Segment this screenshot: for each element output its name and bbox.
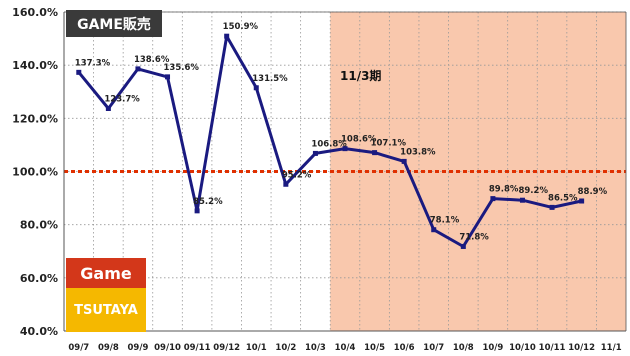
tsutaya-logo-text: TSUTAYA: [74, 303, 138, 318]
title-badge: [66, 10, 162, 37]
x-tick-label: 10/9: [482, 343, 503, 353]
data-label: 137.3%: [75, 58, 111, 68]
x-tick-labels: 09/7 09/8 09/9 09/10 09/11 09/12 10/1 10/2 10/3 1…: [68, 343, 621, 353]
data-label: 95.2%: [282, 170, 312, 180]
data-label: 88.9%: [578, 187, 608, 197]
y-tick-label: 60.0%: [20, 272, 58, 285]
tsutaya-logo-block: [66, 288, 146, 332]
data-point: [579, 198, 585, 204]
x-tick-label: 09/8: [98, 343, 119, 353]
data-point: [460, 243, 466, 249]
data-point: [490, 196, 496, 202]
data-point: [253, 85, 259, 91]
data-label: 108.6%: [341, 135, 377, 145]
data-point: [342, 146, 348, 152]
data-label: 86.5%: [548, 193, 578, 203]
y-tick-label: 40.0%: [20, 325, 58, 338]
data-label: 135.6%: [164, 63, 200, 73]
data-point: [165, 74, 171, 80]
game-logo-block: [66, 258, 146, 288]
game-logo-text: Game: [80, 264, 132, 283]
x-tick-label: 10/7: [423, 343, 444, 353]
x-tick-label: 10/1: [246, 343, 267, 353]
x-tick-label: 10/11: [539, 343, 566, 353]
data-label: 89.2%: [518, 186, 548, 196]
y-tick-label: 100.0%: [12, 166, 58, 179]
x-tick-label: 10/6: [394, 343, 415, 353]
x-tick-label: 09/10: [154, 343, 181, 353]
series-line-group: [76, 33, 585, 249]
data-label: 106.8%: [311, 139, 347, 149]
data-label: 107.1%: [371, 139, 407, 149]
y-tick-label: 120.0%: [12, 112, 58, 125]
data-point: [431, 227, 437, 233]
x-tick-label: 10/10: [509, 343, 536, 353]
data-label: 150.9%: [223, 22, 259, 32]
x-tick-label: 10/5: [364, 343, 385, 353]
data-point: [135, 66, 141, 72]
data-point: [194, 208, 200, 214]
data-point: [401, 158, 407, 164]
x-tick-label: 09/9: [128, 343, 149, 353]
game-tsutaya-logo: Game TSUTAYA: [66, 258, 146, 332]
data-label: 71.8%: [459, 232, 489, 242]
data-point: [283, 181, 289, 187]
x-tick-label: 10/8: [453, 343, 474, 353]
x-tick-label: 10/12: [568, 343, 595, 353]
data-point: [224, 33, 230, 39]
x-tick-label: 10/4: [335, 343, 356, 353]
data-label-group: 137.3% 123.7% 138.6%135.6% 85.2% 150.9% 131.5…: [75, 22, 608, 242]
data-point: [519, 197, 525, 203]
y-tick-label: 140.0%: [12, 59, 58, 72]
data-point: [105, 105, 111, 111]
x-tick-label: 10/3: [305, 343, 326, 353]
x-tick-label: 09/12: [213, 343, 240, 353]
data-label: 103.8%: [400, 147, 436, 157]
data-point: [76, 69, 82, 75]
data-label: 89.8%: [489, 185, 519, 195]
data-label: 78.1%: [430, 216, 460, 226]
data-label: 138.6%: [134, 55, 170, 65]
data-point: [372, 150, 378, 156]
data-label: 131.5%: [252, 74, 288, 84]
data-point: [312, 150, 318, 156]
x-tick-label: 11/1: [601, 343, 622, 353]
data-point: [549, 204, 555, 210]
y-tick-label: 160.0%: [12, 6, 58, 19]
x-tick-label: 09/11: [184, 343, 211, 353]
data-label: 85.2%: [193, 197, 223, 207]
data-label: 123.7%: [104, 94, 140, 104]
x-tick-label: 09/7: [68, 343, 89, 353]
y-tick-label: 80.0%: [20, 219, 58, 232]
series-line: [77, 34, 582, 248]
y-tick-labels: 160.0% 140.0% 120.0% 100.0% 80.0% 60.0% 40.0%: [12, 6, 58, 338]
chart-title: GAME販売: [77, 16, 151, 33]
period-annotation: 11/3期: [340, 68, 381, 83]
x-tick-label: 10/2: [275, 343, 296, 353]
